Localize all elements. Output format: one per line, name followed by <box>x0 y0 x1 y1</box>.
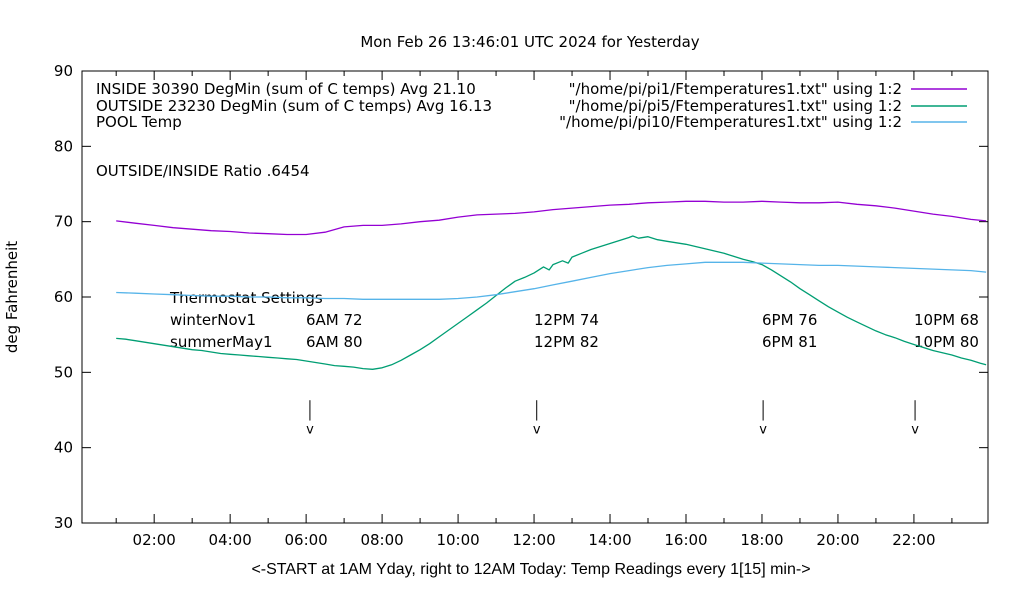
y-tick-label: 70 <box>54 213 73 231</box>
x-tick-label: 10:00 <box>436 531 479 549</box>
y-axis-label: deg Fahrenheit <box>3 241 21 353</box>
thermostat-winter-10pm: 10PM 68 <box>914 311 979 329</box>
thermostat-summer-6am: 6AM 80 <box>306 333 363 351</box>
y-tick-label: 50 <box>54 363 73 381</box>
thermostat-row-summer-name: summerMay1 <box>170 333 273 351</box>
outside-series-line <box>116 235 987 370</box>
ratio-label: OUTSIDE/INSIDE Ratio .6454 <box>96 162 310 180</box>
schedule-arrow-head: v <box>306 422 314 437</box>
y-tick-label: 80 <box>54 137 73 155</box>
thermostat-summer-12pm: 12PM 82 <box>534 333 599 351</box>
thermostat-winter-12pm: 12PM 74 <box>534 311 599 329</box>
x-tick-label: 04:00 <box>209 531 252 549</box>
x-tick-label: 08:00 <box>360 531 403 549</box>
thermostat-summer-10pm: 10PM 80 <box>914 333 979 351</box>
schedule-arrow-head: v <box>533 422 541 437</box>
thermostat-winter-6am: 6AM 72 <box>306 311 363 329</box>
x-tick-label: 16:00 <box>664 531 707 549</box>
y-tick-label: 30 <box>54 514 73 532</box>
x-axis-label: <-START at 1AM Yday, right to 12AM Today… <box>251 561 810 578</box>
series-lines <box>116 200 987 370</box>
legend-samples <box>911 88 967 123</box>
x-tick-label: 06:00 <box>285 531 328 549</box>
chart-title: Mon Feb 26 13:46:01 UTC 2024 for Yesterd… <box>360 33 699 51</box>
legend-label-pool: POOL Temp <box>96 113 182 131</box>
thermostat-winter-6pm: 6PM 76 <box>762 311 817 329</box>
schedule-arrow-head: v <box>759 422 767 437</box>
thermostat-heading: Thermostat Settings <box>169 289 323 307</box>
y-tick-label: 90 <box>54 62 73 80</box>
legend-file-pool: "/home/pi/pi10/Ftemperatures1.txt" using… <box>559 113 902 131</box>
thermostat-summer-6pm: 6PM 81 <box>762 333 817 351</box>
x-tick-label: 22:00 <box>892 531 935 549</box>
x-tick-label: 14:00 <box>588 531 631 549</box>
x-tick-label: 20:00 <box>816 531 859 549</box>
axes: 30 40 50 60 70 80 90 02:00 04:00 06:00 08:00 10:00 1… <box>54 62 989 549</box>
thermostat-row-winter-name: winterNov1 <box>170 311 256 329</box>
y-tick-label: 40 <box>54 439 73 457</box>
legend-file-inside: "/home/pi/pi1/Ftemperatures1.txt" using … <box>569 80 902 98</box>
pool-series-line <box>116 261 987 300</box>
x-tick-label: 02:00 <box>133 531 176 549</box>
x-tick-label: 18:00 <box>740 531 783 549</box>
y-tick-label: 60 <box>54 288 73 306</box>
legend-label-outside: OUTSIDE 23230 DegMin (sum of C temps) Av… <box>96 97 492 115</box>
legend-file-outside: "/home/pi/pi5/Ftemperatures1.txt" using … <box>569 97 902 115</box>
inside-series-line <box>116 200 987 236</box>
legend-label-inside: INSIDE 30390 DegMin (sum of C temps) Avg… <box>96 80 476 98</box>
schedule-arrow-head: v <box>911 422 919 437</box>
x-tick-label: 12:00 <box>512 531 555 549</box>
